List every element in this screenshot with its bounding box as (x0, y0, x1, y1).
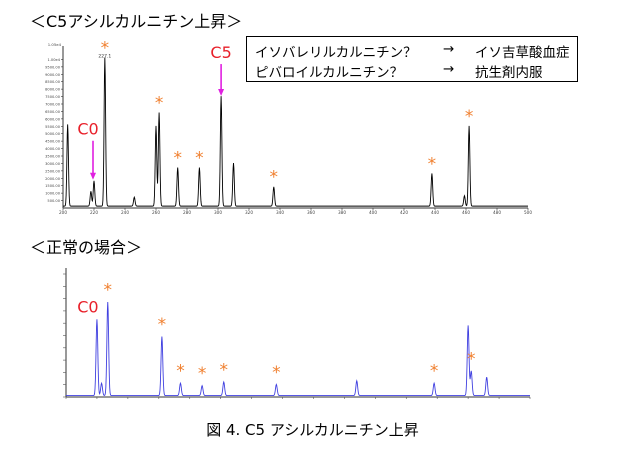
elevated-y-tick-label: 6000.00 (45, 117, 61, 121)
elevated-x-tick-label: 340 (276, 210, 284, 215)
section-title-elevated: ＜C5アシルカルニチン上昇＞ (30, 12, 243, 31)
interpretation-row-2-result: 抗生剤内服 (475, 65, 543, 81)
interpretation-row-2-text: ピバロイルカルニチン？ (255, 65, 404, 81)
normal-asterisk-mark: * (272, 363, 281, 383)
elevated-x-tick-label: 260 (152, 210, 160, 215)
elevated-trace (63, 57, 528, 207)
normal-trace (66, 302, 530, 396)
elevated-c5-label: C5 (210, 43, 231, 62)
elevated-asterisk-mark: * (173, 148, 182, 168)
interpretation-row-1-arrow: → (443, 41, 455, 57)
elevated-asterisk-mark: * (428, 154, 437, 174)
normal-asterisk-mark: * (467, 349, 476, 369)
elevated-y-tick-label: 3500.00 (45, 155, 61, 159)
elevated-c0-label: C0 (77, 120, 98, 139)
elevated-asterisk-mark: * (465, 107, 474, 127)
elevated-asterisk-mark: * (155, 93, 164, 113)
interpretation-row-2-arrow: → (443, 61, 455, 77)
elevated-y-tick-label: 6500.00 (45, 110, 61, 114)
elevated-c5-spectrum-chart: 500.00 1000.00 1500.00 2000.00 2500.00 3000.0… (45, 38, 532, 215)
elevated-x-tick-label: 460 (462, 210, 470, 215)
elevated-y-tick-label: 2500.00 (45, 169, 61, 173)
section-title-normal: ＜正常の場合＞ (30, 238, 143, 257)
elevated-y-tick-label: 5500.00 (45, 125, 61, 129)
elevated-y-tick-label: 4500.00 (45, 140, 61, 144)
elevated-y-tick-label: 7500.00 (45, 95, 61, 99)
elevated-y-top-label: 1.05e4 (48, 42, 62, 47)
elevated-x-tick-label: 200 (59, 210, 67, 215)
elevated-peak-label: 227.1 (98, 53, 111, 59)
elevated-x-tick-label: 360 (307, 210, 315, 215)
elevated-y-tick-label: 1000.00 (45, 192, 61, 196)
elevated-x-tick-label: 220 (90, 210, 98, 215)
interpretation-box: イソバレリルカルニチン？ → イソ吉草酸血症 ピバロイルカルニチン？ → 抗生剤… (246, 36, 578, 82)
elevated-x-tick-label: 400 (369, 210, 377, 215)
elevated-asterisk-mark: * (195, 148, 204, 168)
elevated-y-tick-label: 7000.00 (45, 103, 61, 107)
elevated-y-tick-label: 1.00e4 (48, 58, 61, 62)
normal-c0-label: C0 (77, 298, 98, 317)
elevated-x-tick-label: 480 (493, 210, 501, 215)
normal-asterisk-mark: * (198, 364, 207, 384)
elevated-y-tick-label: 2000.00 (45, 177, 61, 181)
elevated-c5-arrowhead (218, 89, 225, 97)
elevated-x-tick-label: 240 (121, 210, 129, 215)
elevated-y-tick-label: 5000.00 (45, 132, 61, 136)
interpretation-row-1-result: イソ吉草酸血症 (475, 45, 570, 61)
elevated-x-tick-label: 500 (524, 210, 532, 215)
interpretation-row-2: ピバロイルカルニチン？ (255, 61, 403, 81)
normal-asterisk-mark: * (220, 360, 229, 380)
elevated-y-tick-label: 3000.00 (45, 162, 61, 166)
normal-asterisk-mark: * (176, 362, 185, 382)
elevated-c0-arrowhead (90, 172, 96, 180)
normal-asterisk-mark: * (430, 362, 439, 382)
elevated-x-tick-label: 420 (400, 210, 408, 215)
figure-caption: 図 4. C5 アシルカルニチン上昇 (206, 421, 419, 439)
elevated-asterisk-mark: * (101, 38, 110, 58)
elevated-x-tick-label: 440 (431, 210, 439, 215)
elevated-y-tick-label: 9500.00 (45, 65, 61, 69)
elevated-asterisk-mark: * (270, 168, 279, 188)
elevated-y-tick-label: 500.00 (47, 199, 60, 203)
elevated-y-tick-label: 8000.00 (45, 88, 61, 92)
interpretation-row-1-text: イソバレリルカルニチン？ (255, 45, 417, 61)
elevated-y-tick-label: 4000.00 (45, 147, 61, 151)
normal-spectrum-chart: C0 * * * * * * * * (63, 268, 531, 399)
elevated-x-tick-label: 280 (183, 210, 191, 215)
normal-asterisk-mark: * (158, 315, 167, 335)
interpretation-row-1: イソバレリルカルニチン？ (255, 41, 417, 61)
elevated-y-tick-label: 1500.00 (45, 184, 61, 188)
normal-asterisk-mark: * (104, 281, 113, 301)
elevated-y-tick-label: 8500.00 (45, 80, 61, 84)
elevated-x-tick-label: 300 (214, 210, 222, 215)
elevated-x-tick-label: 380 (338, 210, 346, 215)
elevated-x-tick-label: 320 (245, 210, 253, 215)
elevated-y-tick-label: 9000.00 (45, 73, 61, 77)
